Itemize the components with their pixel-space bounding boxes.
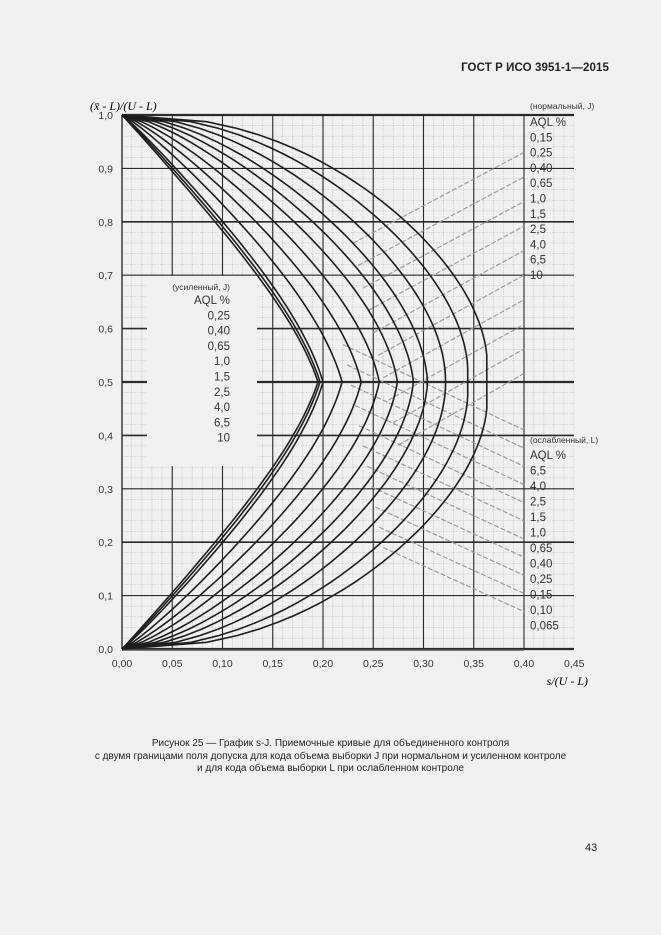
x-tick-label: 0,35 <box>464 658 485 670</box>
page-number: 43 <box>585 842 598 854</box>
x-tick-label: 0,10 <box>212 658 233 670</box>
legend-entry: 2,5 <box>530 497 546 509</box>
y-tick-label: 0,5 <box>98 377 113 389</box>
legend-entry: 4,0 <box>214 402 230 414</box>
y-axis-label: (x̄ - L)/(U - L) <box>90 99 157 113</box>
acceptance-curve <box>121 114 447 650</box>
legend-entry: 2,5 <box>214 387 230 399</box>
legend-entry: 0,65 <box>530 178 552 190</box>
legend-title: (нормальный, J) <box>530 101 594 111</box>
acceptance-curves <box>121 114 488 650</box>
acceptance-curve <box>121 114 363 650</box>
legend-entry: 6,5 <box>214 417 230 429</box>
figure-caption: Рисунок 25 — График s-J. Приемочные крив… <box>0 738 661 776</box>
acceptance-curve <box>121 114 343 650</box>
document-header: ГОСТ Р ИСО 3951-1—2015 <box>461 62 609 74</box>
s-j-acceptance-chart: 0,00 0,05 0,10 0,15 0,20 0,25 0,30 0,35 0,40 0,45… <box>90 99 598 688</box>
legend-entry: 0,15 <box>530 590 552 602</box>
acceptance-curve <box>121 114 399 650</box>
legend-entry: 1,5 <box>530 209 546 221</box>
y-tick-label: 0,0 <box>98 644 113 656</box>
legend-subtitle: AQL % <box>530 450 566 462</box>
x-tick-label: 0,40 <box>514 658 535 670</box>
legend-groups: (нормальный, J) AQL % 0,15 0,25 0,40 0,65 1,0 1… <box>172 101 598 633</box>
legend-entry: 0,25 <box>530 148 552 160</box>
caption-line-3: и для кода объема выборки L при ослаблен… <box>197 763 464 774</box>
x-tick-label: 0,30 <box>413 658 434 670</box>
acceptance-curve <box>121 114 319 650</box>
x-tick-label: 0,20 <box>313 658 334 670</box>
caption-line-2: с двумя границами поля допуска для кода … <box>94 750 567 762</box>
y-tick-label: 0,8 <box>98 217 113 229</box>
legend-entry: 0,25 <box>208 310 230 322</box>
legend-subtitle: AQL % <box>194 295 230 307</box>
legend-entry: 0,40 <box>530 163 552 175</box>
legend-entry: 10 <box>217 433 230 445</box>
axis-tick-labels: 0,00 0,05 0,10 0,15 0,20 0,25 0,30 0,35 0,40 0,45… <box>98 110 584 670</box>
legend-entry: 4,0 <box>530 239 546 251</box>
acceptance-curve <box>121 114 488 650</box>
aql-reference-lines <box>342 151 525 613</box>
legend-entry: 1,0 <box>214 356 230 368</box>
legend-entry: 6,5 <box>530 466 546 478</box>
acceptance-curve <box>121 114 381 650</box>
legend-entry: 4,0 <box>530 481 546 493</box>
x-tick-label: 0,05 <box>162 658 183 670</box>
legend-entry: 1,5 <box>214 372 230 384</box>
y-tick-label: 0,7 <box>98 270 113 282</box>
legend-entry: 0,065 <box>530 621 559 633</box>
legend-entry: 0,65 <box>208 341 230 353</box>
y-tick-label: 0,3 <box>98 484 113 496</box>
y-tick-label: 1,0 <box>98 110 113 122</box>
y-tick-label: 0,9 <box>98 163 113 175</box>
acceptance-curve <box>121 114 469 650</box>
legend-entry: 0,65 <box>530 543 552 555</box>
x-tick-label: 0,00 <box>112 658 133 670</box>
legend-entry: 0,40 <box>208 326 230 338</box>
x-axis-label: s/(U - L) <box>547 674 588 688</box>
legend-entry: 0,10 <box>530 605 552 617</box>
legend-entry: 2,5 <box>530 224 546 236</box>
legend-entry: 1,5 <box>530 512 546 524</box>
acceptance-curve <box>121 114 415 650</box>
legend-entry: 0,40 <box>530 559 552 571</box>
legend-entry: 1,0 <box>530 194 546 206</box>
legend-entry: 0,25 <box>530 574 552 586</box>
x-tick-label: 0,15 <box>263 658 284 670</box>
legend-entry: 10 <box>530 270 543 282</box>
acceptance-curve <box>121 114 324 650</box>
legend-entry: 6,5 <box>530 255 546 267</box>
y-tick-label: 0,4 <box>98 430 113 442</box>
legend-title: (ослабленный, L) <box>530 435 598 445</box>
legend-entry: 0,15 <box>530 132 552 144</box>
acceptance-curve <box>121 114 321 650</box>
x-tick-label: 0,45 <box>564 658 585 670</box>
y-tick-label: 0,6 <box>98 324 113 336</box>
legend-entry: 1,0 <box>530 528 546 540</box>
x-tick-label: 0,25 <box>363 658 384 670</box>
y-tick-label: 0,1 <box>98 591 113 603</box>
legend-title: (усиленный, J) <box>172 282 230 292</box>
acceptance-curve <box>121 114 429 650</box>
y-tick-label: 0,2 <box>98 537 113 549</box>
caption-line-1: Рисунок 25 — График s-J. Приемочные крив… <box>151 738 510 749</box>
inner-legend-box <box>147 276 257 466</box>
legend-subtitle: AQL % <box>530 117 566 129</box>
